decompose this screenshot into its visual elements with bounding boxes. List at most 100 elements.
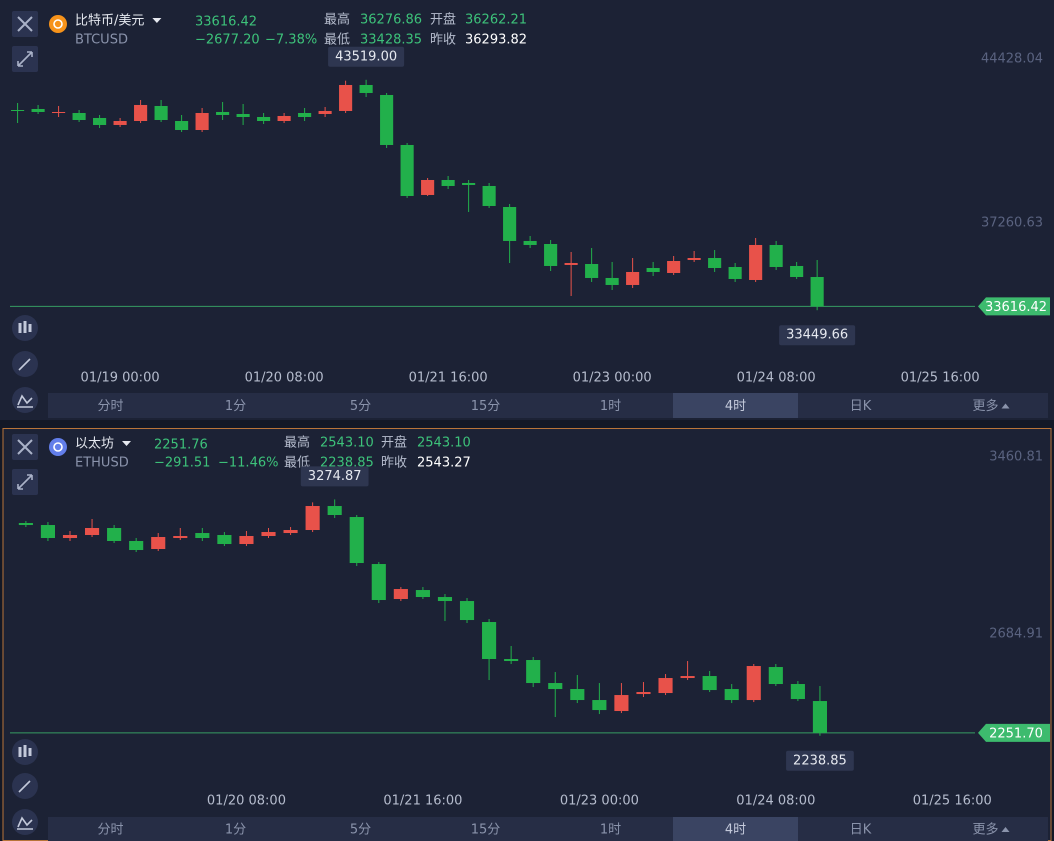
candle-body [173,536,188,539]
candle-body [790,684,805,700]
x-tick-label: 01/19 00:00 [81,371,160,386]
candle-body [236,114,250,117]
period-button[interactable] [48,817,173,841]
candle-body [216,111,230,115]
stat-label: 最低 [324,33,350,48]
candle-body [84,528,100,536]
period-label: 更多 [972,822,998,838]
candle-body [72,112,86,120]
price-change-pct: −7.38% [265,33,317,48]
period-button[interactable] [798,817,923,841]
candle-body [441,179,455,186]
symbol-code: BTCUSD [75,33,128,48]
period-label: 1分 [225,399,246,414]
price-tag [978,297,1050,316]
period-button[interactable] [798,393,923,418]
candle-body [462,182,476,185]
period-button[interactable] [173,393,298,418]
extreme-label: 43519.00 [335,49,397,64]
period-label: 分时 [97,823,123,838]
candle-body [749,244,763,280]
panel-bg [0,0,1054,420]
x-tick-label: 01/20 08:00 [245,371,324,386]
period-label: 15分 [471,823,501,838]
candle-body [570,689,585,701]
period-label: 15分 [471,399,501,414]
x-tick-label: 01/25 16:00 [913,794,992,809]
period-button[interactable] [298,393,423,418]
extreme-label: 2238.85 [793,753,847,768]
candle-body [768,667,783,685]
coin-icon-inner [53,19,63,29]
period-button[interactable] [423,817,548,841]
candle-body [526,660,541,684]
period-button[interactable] [423,393,548,418]
close-icon [17,16,33,32]
stat-value: 36293.82 [465,33,527,48]
symbol-code: ETHUSD [75,456,129,471]
candle-body [746,666,761,701]
candle-body [605,277,619,285]
candle-body [400,144,414,196]
period-button[interactable] [923,393,1048,418]
tool-icon [17,816,33,830]
candle-body [708,258,722,269]
candle-body [113,121,127,125]
candle-body [687,258,701,260]
candle-body [680,676,695,679]
candle-body [283,530,298,534]
period-button[interactable] [548,817,673,841]
y-tick-label: 2684.91 [989,627,1043,642]
period-button[interactable] [548,393,673,418]
period-label: 1时 [600,399,621,414]
candle-body [459,601,475,621]
candle-body [503,206,517,241]
candle-body [724,689,739,701]
period-button[interactable] [673,817,798,841]
candle-body [415,590,430,598]
price-change: −291.51 [154,456,210,471]
period-label: 更多 [972,398,998,414]
candle-body [564,262,578,265]
candle-body [257,116,271,122]
candle-body [327,506,342,515]
candle-body [658,678,673,694]
candle-body [810,276,824,307]
stat-label: 最高 [324,12,350,28]
period-button[interactable] [173,817,298,841]
x-tick-label: 01/21 16:00 [383,794,462,809]
expand-icon [17,51,33,67]
candle-body [702,676,717,691]
candle-body [18,523,33,526]
x-tick-label: 01/23 00:00 [560,794,639,809]
candle-body [62,535,78,539]
y-tick-label: 37260.63 [981,215,1043,230]
more-arrow [1001,827,1010,832]
period-button[interactable] [673,393,798,418]
dropdown-arrow[interactable] [122,441,132,446]
candle-body [305,506,320,531]
period-button[interactable] [298,817,423,841]
candle-body [769,244,783,267]
tool-icon [18,358,31,371]
panel-bg-selected [2,428,1052,841]
candle-body [359,84,373,93]
dropdown-arrow[interactable] [152,18,162,23]
candle-body [134,104,148,122]
period-button[interactable] [48,393,173,418]
stat-value: 36276.86 [360,13,422,28]
period-button[interactable] [923,817,1048,841]
candle-body [52,111,66,113]
period-label: 5分 [350,399,371,414]
period-label: 1分 [225,823,246,838]
period-label: 4时 [725,399,746,414]
candle-body [790,265,804,277]
stat-label: 最高 [284,435,310,451]
candle-body [614,695,629,712]
coin-icon [49,15,67,33]
stat-value: 2543.10 [320,436,374,451]
price-change-pct: −11.46% [218,456,278,471]
candle-body [195,112,209,130]
y-tick-label: 44428.04 [981,51,1043,66]
